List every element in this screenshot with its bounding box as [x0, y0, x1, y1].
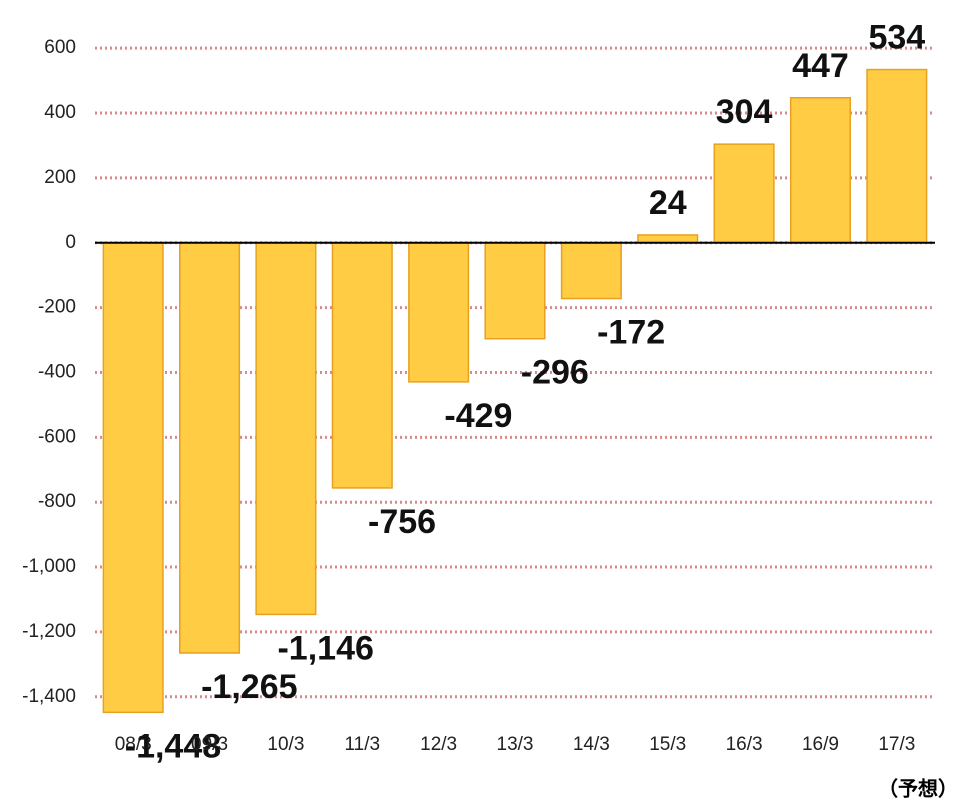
x-tick-label: 15/3: [649, 734, 686, 755]
y-tick-label: -1,200: [22, 621, 76, 642]
value-label: 24: [649, 184, 687, 222]
value-label: 447: [792, 47, 849, 85]
y-tick-label: 400: [44, 102, 76, 123]
y-tick-label: 0: [65, 232, 76, 253]
bar: [637, 234, 699, 244]
bar: [331, 241, 393, 489]
value-label: -429: [444, 397, 512, 435]
y-tick-label: 600: [44, 37, 76, 58]
value-label: -1,265: [201, 668, 297, 706]
value-label: -296: [521, 354, 589, 392]
y-tick-label: 200: [44, 167, 76, 188]
bar: [789, 97, 851, 244]
y-tick-label: -600: [38, 426, 76, 447]
x-tick-label: 08/3: [115, 734, 152, 755]
bar: [255, 241, 317, 616]
y-tick-label: -800: [38, 491, 76, 512]
bar: [179, 241, 241, 654]
x-tick-label: 12/3: [420, 734, 457, 755]
bar: [484, 241, 546, 340]
x-tick-label: 13/3: [497, 734, 534, 755]
bar: [713, 143, 775, 244]
y-tick-label: -1,400: [22, 686, 76, 707]
y-tick-label: -200: [38, 297, 76, 318]
x-tick-label: 09/3: [191, 734, 228, 755]
y-tick-label: -1,000: [22, 556, 76, 577]
bar: [102, 241, 164, 714]
value-label: 534: [868, 19, 925, 57]
x-tick-label: 10/3: [267, 734, 304, 755]
y-tick-label: -400: [38, 361, 76, 382]
x-tick-label: 11/3: [344, 734, 380, 755]
value-label: -1,448: [125, 727, 221, 765]
value-label: -172: [597, 314, 665, 352]
value-label: -756: [368, 503, 436, 541]
bar: [866, 68, 928, 244]
bar: [560, 241, 622, 300]
value-label: -1,146: [277, 629, 373, 667]
x-tick-label: 17/3: [878, 734, 915, 755]
annotation: （予想）: [878, 777, 958, 800]
x-tick-label: 16/3: [726, 734, 763, 755]
value-label: 304: [716, 93, 773, 131]
bar: [408, 241, 470, 383]
x-tick-label: 14/3: [573, 734, 610, 755]
x-tick-label: 16/9: [802, 734, 839, 755]
